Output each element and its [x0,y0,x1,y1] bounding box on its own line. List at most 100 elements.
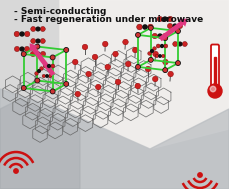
Circle shape [35,72,38,75]
Circle shape [50,55,55,60]
Circle shape [173,24,177,28]
Circle shape [132,47,138,53]
Circle shape [20,32,24,36]
Circle shape [40,26,45,32]
Circle shape [136,33,140,37]
Text: - Semi-conducting: - Semi-conducting [14,7,106,16]
Circle shape [14,46,20,52]
Circle shape [152,33,158,39]
Circle shape [167,23,173,29]
Circle shape [35,44,40,49]
Circle shape [105,64,111,70]
Circle shape [40,39,45,43]
Circle shape [148,52,151,55]
Polygon shape [0,89,229,189]
Circle shape [40,67,43,70]
Circle shape [14,169,18,173]
Circle shape [168,71,173,77]
Circle shape [115,79,121,85]
Circle shape [38,70,40,72]
Circle shape [82,44,88,50]
Polygon shape [0,99,80,189]
Circle shape [148,24,153,30]
Bar [214,57,216,89]
Circle shape [158,34,162,38]
Circle shape [176,61,180,65]
Circle shape [176,29,180,33]
Circle shape [65,49,68,51]
Circle shape [145,66,151,72]
Circle shape [22,52,26,56]
Circle shape [51,64,55,68]
Circle shape [86,71,91,77]
Circle shape [36,52,40,56]
Circle shape [25,46,30,52]
Circle shape [43,64,47,68]
Circle shape [75,91,81,97]
Circle shape [159,55,161,57]
Circle shape [163,33,168,39]
Circle shape [14,31,19,37]
Circle shape [72,59,78,65]
Circle shape [31,26,36,32]
Circle shape [22,87,25,89]
Circle shape [208,84,222,98]
Circle shape [149,58,152,61]
Circle shape [49,74,52,78]
Circle shape [163,68,167,72]
Circle shape [22,53,25,55]
Circle shape [102,41,108,47]
Circle shape [153,51,158,57]
Circle shape [210,86,216,92]
Circle shape [36,27,40,31]
Circle shape [42,74,46,78]
Circle shape [36,45,39,48]
Circle shape [178,42,182,46]
Circle shape [164,44,168,48]
Circle shape [123,39,128,45]
Circle shape [177,23,183,29]
Circle shape [46,75,48,77]
Circle shape [64,48,68,52]
Circle shape [137,66,139,68]
Circle shape [92,54,98,60]
Circle shape [25,31,30,37]
Circle shape [125,61,131,67]
FancyBboxPatch shape [211,44,219,92]
Circle shape [156,44,160,48]
Circle shape [153,76,158,82]
Circle shape [51,90,54,93]
Circle shape [177,30,179,33]
Circle shape [149,26,153,30]
Circle shape [137,33,139,36]
Circle shape [198,173,202,177]
Circle shape [20,47,24,51]
Circle shape [163,59,168,65]
Circle shape [163,36,167,40]
Circle shape [30,51,35,57]
Text: - Fast regeneration under microwave: - Fast regeneration under microwave [14,15,203,24]
Circle shape [155,54,158,58]
Circle shape [65,83,68,85]
Circle shape [161,54,165,58]
Circle shape [31,39,36,43]
Circle shape [164,69,167,71]
Circle shape [50,89,55,94]
Polygon shape [60,0,229,149]
Circle shape [161,45,164,47]
Circle shape [137,24,142,30]
Circle shape [48,65,50,67]
Circle shape [173,42,178,46]
Circle shape [157,16,163,22]
Circle shape [35,78,40,83]
Circle shape [36,79,39,82]
Circle shape [164,37,167,40]
Circle shape [151,50,153,52]
Circle shape [153,47,156,50]
Circle shape [149,58,153,62]
Circle shape [36,39,40,43]
Circle shape [182,42,187,46]
Circle shape [163,17,167,21]
Circle shape [167,16,173,22]
Circle shape [143,25,147,29]
